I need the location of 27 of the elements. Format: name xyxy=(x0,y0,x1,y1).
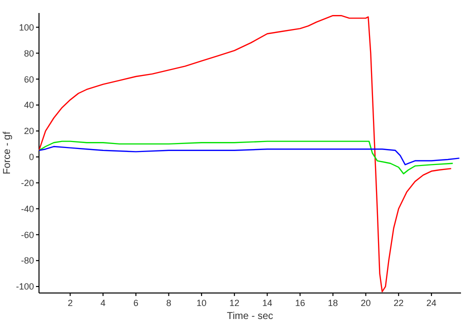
x-tick-label: 14 xyxy=(262,298,272,308)
y-tick-label: 0 xyxy=(28,152,34,162)
line-series xyxy=(38,146,460,166)
x-tick-label: 20 xyxy=(360,298,371,308)
x-tick-label: 22 xyxy=(394,298,404,308)
y-tick-label: -100 xyxy=(16,282,34,292)
x-tick-label: 12 xyxy=(229,298,240,308)
y-tick-label: -40 xyxy=(20,204,34,214)
y-tick-label: 100 xyxy=(18,22,34,32)
y-axis-title: Force - gf xyxy=(2,131,13,174)
x-tick-label: 18 xyxy=(328,298,338,308)
y-tick-label: -60 xyxy=(20,230,34,240)
y-tick-label: 20 xyxy=(24,126,34,136)
x-tick-label: 10 xyxy=(196,298,207,308)
x-tick-label: 2 xyxy=(68,298,73,308)
y-tick-label: -20 xyxy=(20,178,34,188)
y-tick-label: 60 xyxy=(24,74,34,84)
x-axis-title: Time - sec xyxy=(226,311,274,322)
x-tick-label: 4 xyxy=(100,298,106,308)
x-tick-label: 8 xyxy=(166,298,172,308)
x-tick-label: 6 xyxy=(133,298,138,308)
x-tick-label: 16 xyxy=(295,298,306,308)
y-tick-label: 40 xyxy=(24,100,34,110)
x-tick-label: 24 xyxy=(426,298,436,308)
line-series xyxy=(38,140,454,174)
y-tick-label: 80 xyxy=(24,48,34,58)
y-tick-label: -80 xyxy=(20,256,34,266)
